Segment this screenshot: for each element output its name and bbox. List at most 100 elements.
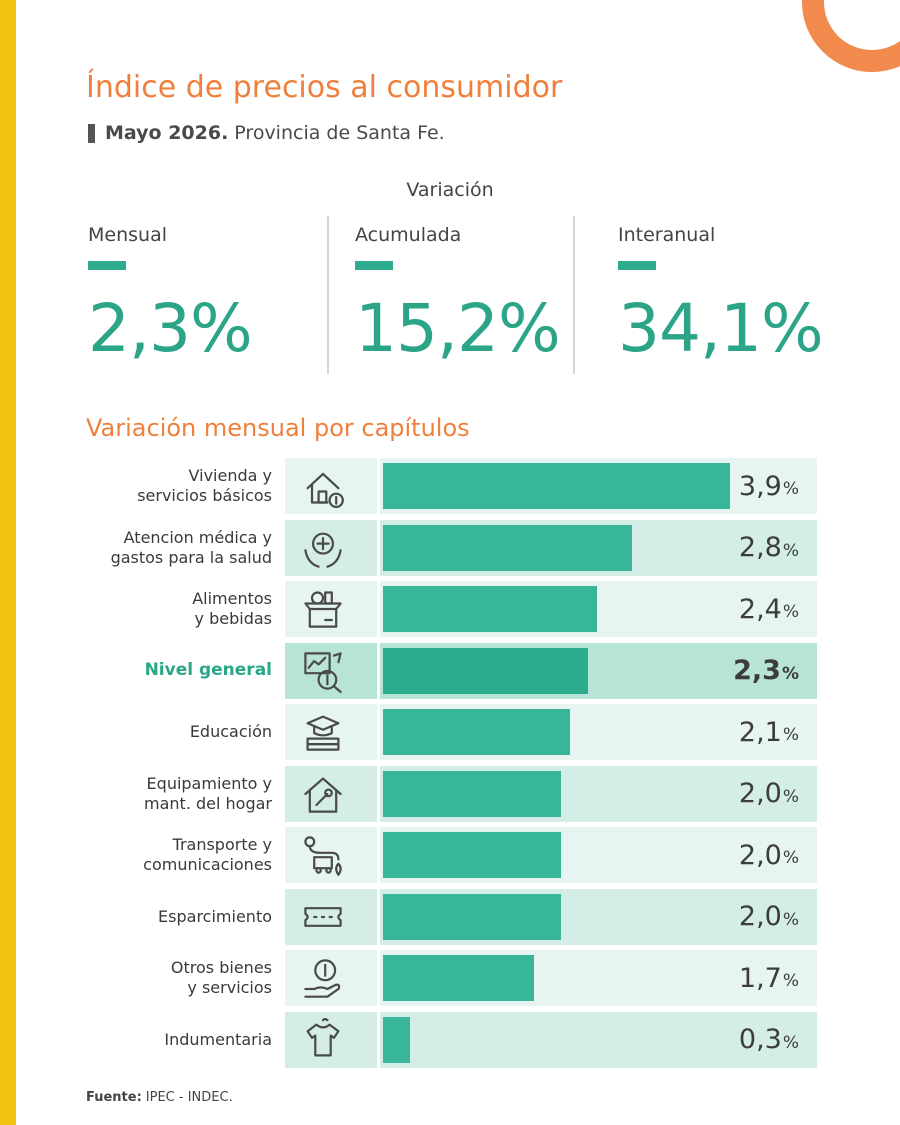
value-unit: % [781,663,799,684]
bar-value-label: 2,0% [739,827,799,883]
category-label: Equipamiento y mant. del hogar [144,773,272,813]
bar-track: 2,0% [380,888,817,945]
value-number: 2,8 [738,532,782,563]
category-icon-cell [285,458,377,514]
category-icon-cell [285,1011,377,1068]
category-icon-cell [285,888,377,945]
bar-value-label: 2,0% [739,766,799,822]
value-number: 2,0 [738,901,782,932]
category-label: Educación [189,722,272,741]
category-icon-cell [285,950,377,1006]
source-text: IPEC - INDEC. [145,1090,233,1105]
chart-title: Variación mensual por capítulos [86,414,470,442]
bar-mark [383,463,730,509]
subtitle: Mayo 2026. Provincia de Santa Fe. [88,122,445,144]
bar-mark [383,893,561,940]
bar-track: 3,9% [380,458,817,514]
bar-value-label: 2,3% [733,643,799,699]
source-label: Fuente: [86,1090,142,1105]
graduation-books-icon [306,715,340,751]
clothing-icon [306,1017,340,1056]
value-number: 0,3 [738,1024,782,1055]
category-label: Otros bienes y servicios [170,958,272,997]
category-icon-cell [285,827,377,883]
bar-value-label: 3,9% [739,458,799,514]
subtitle-region: Provincia de Santa Fe. [234,122,445,144]
left-accent-stripe [0,0,16,1125]
bar-track: 2,1% [380,704,817,760]
chart-row: Alimentos y bebidas 2,4% [0,581,900,637]
bar-track: 2,0% [380,765,817,822]
category-icon-cell [285,581,377,637]
kpi-accumulated: Acumulada 15,2% [355,224,561,362]
chart-row: Otros bienes y servicios 1,7% [0,950,900,1006]
corner-decorative-arc [802,0,900,72]
bar-value-label: 0,3% [739,1012,799,1068]
chart-row: Esparcimiento 2,0% [0,888,900,945]
subtitle-marker [88,123,95,143]
value-number: 2,3 [733,655,781,686]
category-label: Vivienda y servicios básicos [137,466,272,505]
kpi-monthly: Mensual 2,3% [88,224,253,367]
value-unit: % [782,602,799,622]
kpi-divider [573,216,575,374]
kpi-label: Interanual [618,224,716,246]
bar-value-label: 2,8% [739,520,799,576]
chart-row: Equipamiento y mant. del hogar 2,0% [0,765,900,822]
bar-mark [383,524,633,571]
money-hand-icon [304,959,341,998]
category-label: Atencion médica y gastos para la salud [110,527,272,567]
kpi-divider [327,216,329,374]
value-number: 3,9 [738,470,782,502]
category-icon-cell [285,765,377,822]
subtitle-period: Mayo 2026. [105,122,229,144]
bar-mark [383,832,561,878]
category-icon-cell [285,642,377,699]
bar-track: 1,7% [380,950,817,1006]
chart-row: Transporte y comunicaciones 2,0% [0,827,900,883]
health-hands-icon [304,532,342,568]
kpi-label: Acumulada [355,224,462,246]
page-title: Índice de precios al consumidor [86,70,563,105]
source-note: Fuente: IPEC - INDEC. [86,1090,233,1105]
category-icon-cell [285,519,377,576]
groceries-box-icon [304,591,342,628]
value-unit: % [782,909,799,930]
chart-row: Educación 2,1% [0,704,900,760]
bar-value-label: 1,7% [739,950,799,1006]
bar-mark [383,955,535,1001]
bar-mark [383,770,561,817]
bar-track: 2,3% [380,642,817,699]
bar-value-label: 2,4% [739,581,799,637]
ticket-icon [304,906,342,927]
route-van-icon [304,836,342,876]
value-unit: % [782,786,799,807]
value-number: 2,1 [738,716,782,748]
kpi-label: Mensual [88,224,167,246]
value-unit: % [782,848,799,868]
kpi-dash [355,261,393,270]
house-dollar-icon [306,472,344,508]
variation-header: Variación [406,179,494,201]
bar-mark [383,647,588,694]
category-icon-cell [285,704,377,760]
chart-row-highlight: Nivel general 2,3% [0,642,900,699]
kpi-dash [618,261,656,270]
category-label: Alimentos y bebidas [192,589,272,628]
bar-value-label: 2,1% [739,704,799,760]
bar-mark [383,1016,410,1063]
bar-track: 2,0% [380,827,817,883]
kpi-value: 2,3% [88,290,253,367]
chart-row: Atencion médica y gastos para la salud 2,… [0,519,900,576]
bar-track: 2,4% [380,581,817,637]
value-unit: % [782,725,799,745]
value-unit: % [782,971,799,991]
home-repair-icon [304,777,342,813]
category-label: Esparcimiento [158,906,272,926]
bar-track: 2,8% [380,519,817,576]
price-analysis-icon [304,651,342,693]
kpi-year-over-year: Interanual 34,1% [618,224,824,362]
value-unit: % [782,540,799,561]
value-number: 2,0 [738,778,782,809]
category-label: Nivel general [144,659,272,680]
